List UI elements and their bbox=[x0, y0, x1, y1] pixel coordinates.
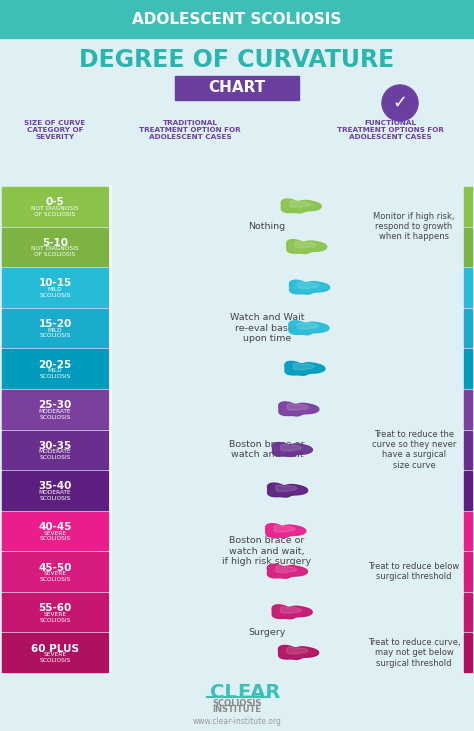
Bar bbox=[2, 431, 108, 469]
Text: INSTITUTE: INSTITUTE bbox=[212, 705, 262, 714]
Text: Boston brace or
watch and wait: Boston brace or watch and wait bbox=[229, 440, 305, 460]
Text: 25-30: 25-30 bbox=[38, 400, 72, 410]
Text: SEVERE
SCOLIOSIS: SEVERE SCOLIOSIS bbox=[39, 571, 71, 582]
Text: NOT DIAGNOSIS
OF SCOLIOSIS: NOT DIAGNOSIS OF SCOLIOSIS bbox=[31, 246, 79, 257]
Text: 0-5: 0-5 bbox=[46, 197, 64, 208]
Bar bbox=[2, 390, 108, 428]
Polygon shape bbox=[279, 402, 319, 416]
Text: CHART: CHART bbox=[209, 80, 265, 96]
Bar bbox=[464, 390, 472, 428]
Text: 5-10: 5-10 bbox=[42, 238, 68, 248]
Bar bbox=[2, 471, 108, 510]
Text: 15-20: 15-20 bbox=[38, 319, 72, 329]
Bar bbox=[464, 227, 472, 266]
Polygon shape bbox=[287, 404, 308, 410]
Text: SIZE OF CURVE
CATEGORY OF
SEVERITY: SIZE OF CURVE CATEGORY OF SEVERITY bbox=[24, 120, 86, 140]
Text: Treat to reduce the
curve so they never
have a surgical
size curve: Treat to reduce the curve so they never … bbox=[372, 430, 456, 470]
Text: 55-60: 55-60 bbox=[38, 603, 72, 613]
Polygon shape bbox=[265, 523, 306, 537]
Text: 60 PLUS: 60 PLUS bbox=[31, 644, 79, 654]
Text: Treat to reduce curve,
may not get below
surgical threshold: Treat to reduce curve, may not get below… bbox=[368, 638, 460, 667]
Text: TRADITIONAL
TREATMENT OPTION FOR
ADOLESCENT CASES: TRADITIONAL TREATMENT OPTION FOR ADOLESC… bbox=[139, 120, 241, 140]
Bar bbox=[2, 634, 108, 672]
Text: Nothing: Nothing bbox=[248, 222, 285, 231]
Bar bbox=[2, 268, 108, 307]
Text: EAR: EAR bbox=[237, 683, 281, 702]
Bar bbox=[2, 227, 108, 266]
Bar bbox=[2, 512, 108, 550]
Text: SEVERE
SCOLIOSIS: SEVERE SCOLIOSIS bbox=[39, 652, 71, 663]
Text: ✓: ✓ bbox=[392, 94, 408, 112]
Bar bbox=[2, 308, 108, 347]
Text: 40-45: 40-45 bbox=[38, 522, 72, 532]
Bar bbox=[2, 349, 108, 388]
Text: SEVERE
SCOLIOSIS: SEVERE SCOLIOSIS bbox=[39, 612, 71, 623]
Text: MILD
SCOLIOSIS: MILD SCOLIOSIS bbox=[39, 287, 71, 298]
Bar bbox=[2, 593, 108, 632]
Bar bbox=[464, 593, 472, 632]
Polygon shape bbox=[276, 485, 297, 491]
Bar bbox=[464, 187, 472, 226]
Text: Surgery: Surgery bbox=[248, 628, 286, 637]
Bar bbox=[464, 471, 472, 510]
Polygon shape bbox=[281, 607, 301, 613]
Text: CL: CL bbox=[210, 683, 237, 702]
Text: SCOLIOSIS: SCOLIOSIS bbox=[212, 699, 262, 708]
Text: 45-50: 45-50 bbox=[38, 563, 72, 572]
Bar bbox=[175, 76, 299, 100]
Bar bbox=[464, 268, 472, 307]
Text: 10-15: 10-15 bbox=[38, 279, 72, 289]
Text: Treat to reduce below
surgical threshold: Treat to reduce below surgical threshold bbox=[368, 562, 460, 581]
Polygon shape bbox=[267, 483, 308, 497]
Text: NOT DIAGNOSIS
OF SCOLIOSIS: NOT DIAGNOSIS OF SCOLIOSIS bbox=[31, 206, 79, 216]
Text: FUNCTIONAL
TREATMENT OPTIONS FOR
ADOLESCENT CASES: FUNCTIONAL TREATMENT OPTIONS FOR ADOLESC… bbox=[337, 120, 444, 140]
Text: Monitor if high risk,
respond to growth
when it happens: Monitor if high risk, respond to growth … bbox=[373, 212, 455, 241]
Polygon shape bbox=[281, 444, 301, 451]
Polygon shape bbox=[278, 645, 319, 659]
Bar bbox=[2, 187, 108, 226]
Text: MILD
SCOLIOSIS: MILD SCOLIOSIS bbox=[39, 327, 71, 338]
Polygon shape bbox=[281, 199, 321, 213]
Polygon shape bbox=[290, 280, 329, 294]
Bar bbox=[464, 634, 472, 672]
Polygon shape bbox=[289, 321, 329, 335]
Polygon shape bbox=[285, 361, 325, 375]
Polygon shape bbox=[274, 526, 295, 532]
Polygon shape bbox=[297, 322, 318, 329]
Text: SEVERE
SCOLIOSIS: SEVERE SCOLIOSIS bbox=[39, 531, 71, 542]
Bar bbox=[0, 0, 474, 38]
Polygon shape bbox=[298, 282, 319, 289]
Text: MILD
SCOLIOSIS: MILD SCOLIOSIS bbox=[39, 368, 71, 379]
Polygon shape bbox=[287, 240, 327, 254]
Bar bbox=[464, 308, 472, 347]
Text: Boston brace or
watch and wait,
if high risk surgery: Boston brace or watch and wait, if high … bbox=[222, 537, 311, 566]
Polygon shape bbox=[267, 564, 308, 578]
Text: DEGREE OF CURVATURE: DEGREE OF CURVATURE bbox=[79, 48, 395, 72]
Text: 30-35: 30-35 bbox=[38, 441, 72, 451]
Polygon shape bbox=[272, 605, 312, 619]
Bar bbox=[2, 552, 108, 591]
Text: ADOLESCENT SCOLIOSIS: ADOLESCENT SCOLIOSIS bbox=[132, 12, 342, 26]
Text: 20-25: 20-25 bbox=[38, 360, 72, 370]
Text: Watch and Wait
re-eval based
upon time: Watch and Wait re-eval based upon time bbox=[230, 313, 304, 343]
Polygon shape bbox=[287, 647, 308, 654]
Text: MODERATE
SCOLIOSIS: MODERATE SCOLIOSIS bbox=[39, 450, 71, 461]
Text: MODERATE
SCOLIOSIS: MODERATE SCOLIOSIS bbox=[39, 490, 71, 501]
Polygon shape bbox=[276, 566, 297, 572]
Polygon shape bbox=[290, 201, 310, 208]
Bar bbox=[464, 349, 472, 388]
Polygon shape bbox=[293, 363, 314, 370]
Bar bbox=[464, 431, 472, 469]
Text: MODERATE
SCOLIOSIS: MODERATE SCOLIOSIS bbox=[39, 409, 71, 420]
Text: www.clear-institute.org: www.clear-institute.org bbox=[192, 716, 282, 725]
Text: 35-40: 35-40 bbox=[38, 482, 72, 491]
Polygon shape bbox=[295, 241, 316, 248]
Bar bbox=[464, 552, 472, 591]
Polygon shape bbox=[273, 442, 312, 456]
Circle shape bbox=[382, 85, 418, 121]
Bar bbox=[464, 512, 472, 550]
